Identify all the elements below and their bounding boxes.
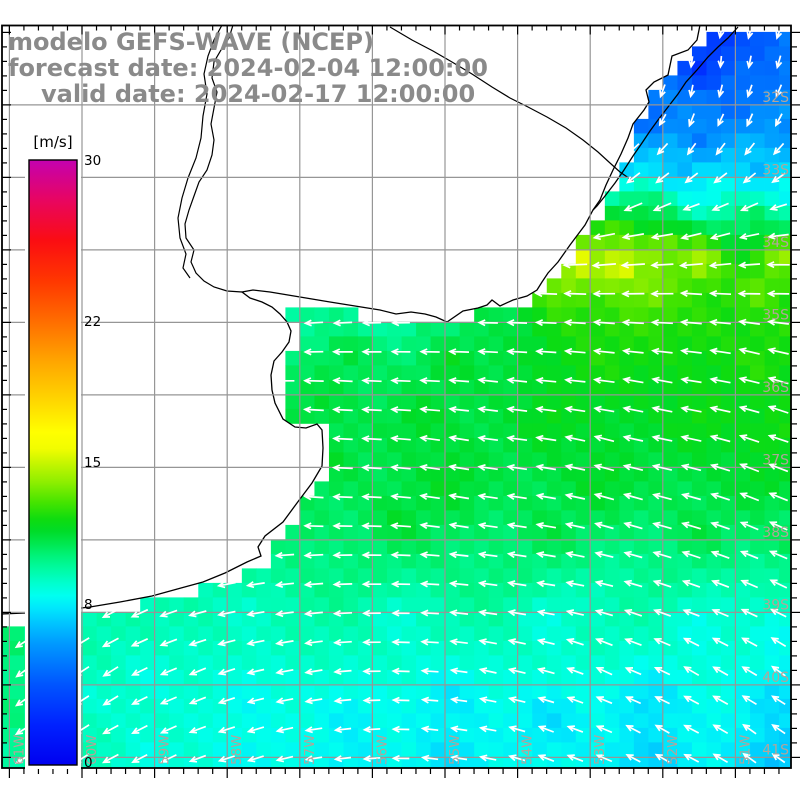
river-line [389, 26, 634, 182]
lat-label: 36S [762, 380, 789, 396]
lon-label: 60W [84, 734, 100, 765]
lat-label: 40S [762, 670, 789, 686]
colorbar: [m/s] 30 22 15 8 0 [25, 133, 101, 771]
lon-label: 61W [11, 734, 27, 765]
lat-label: 34S [762, 235, 789, 251]
colorbar-tick-label: 15 [84, 455, 101, 471]
colorbar-gradient [28, 159, 78, 766]
river-line [184, 25, 243, 293]
colorbar-tick-label: 22 [84, 314, 101, 330]
lon-label: 53W [592, 734, 608, 765]
lat-label: 37S [762, 452, 789, 468]
lon-label: 51W [737, 734, 753, 765]
colorbar-tick-label: 30 [84, 153, 101, 169]
lon-label: 58W [229, 734, 245, 765]
colorbar-tick-label: 0 [84, 755, 93, 771]
ocean-coastline [592, 26, 739, 211]
lon-label: 55W [447, 734, 463, 765]
longitude-labels: 61W 60W 59W 58W 57W 56W 55W 54W 53W 52W 51W [11, 734, 753, 765]
lat-label: 32S [762, 90, 789, 106]
colorbar-unit-label: [m/s] [33, 133, 72, 151]
forecast-date: forecast date: 2024-02-04 12:00:00 [8, 54, 488, 82]
latitude-labels: 32S 33S 34S 35S 36S 37S 38S 39S 40S 41S [762, 90, 789, 759]
river-line [177, 25, 223, 279]
lon-label: 54W [520, 734, 536, 765]
lon-label: 59W [157, 734, 173, 765]
model-title: modelo GEFS-WAVE (NCEP) [8, 28, 374, 56]
lat-label: 38S [762, 525, 789, 541]
lat-label: 41S [762, 742, 789, 758]
wind-arrow-layer [14, 26, 790, 765]
sea-cell-layer [2, 31, 791, 768]
lat-label: 33S [762, 162, 789, 178]
colorbar-tick-label: 8 [84, 597, 93, 613]
plot-frame [1, 24, 800, 778]
lon-label: 56W [374, 734, 390, 765]
lon-label: 57W [302, 734, 318, 765]
lon-label: 52W [665, 734, 681, 765]
lat-label: 39S [762, 597, 789, 613]
lat-label: 35S [762, 307, 789, 323]
valid-date: valid date: 2024-02-17 12:00:00 [41, 80, 476, 108]
